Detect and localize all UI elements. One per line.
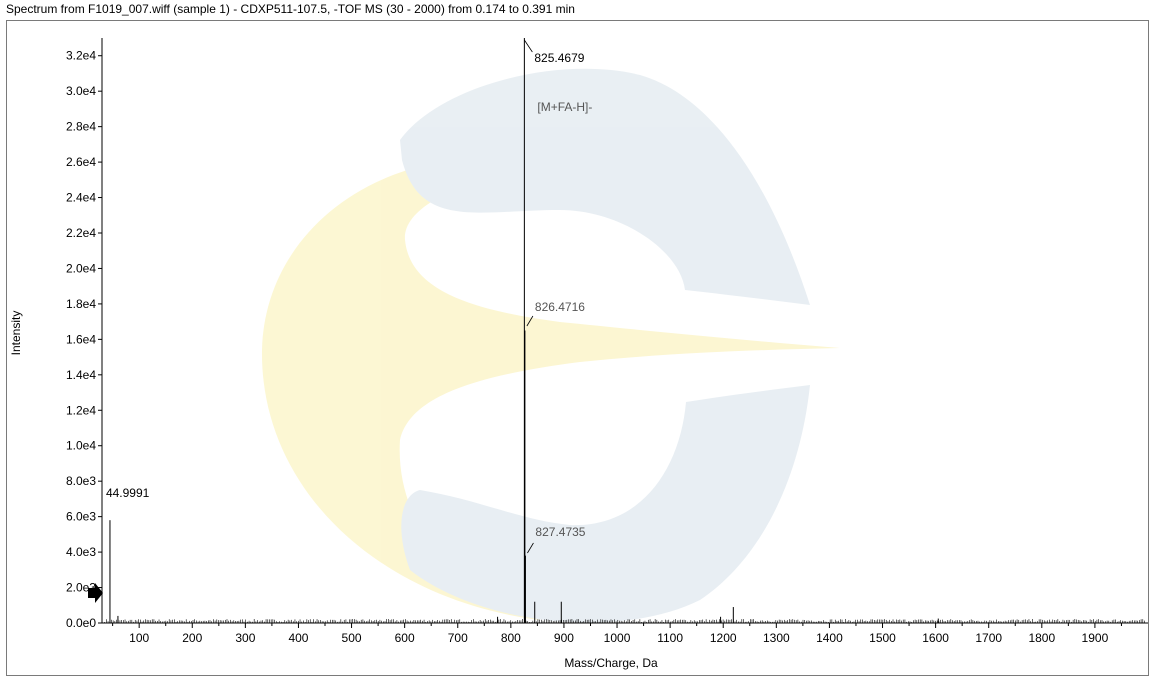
y-tick-label-3: 6.0e3: [66, 510, 96, 524]
x-tick-label-1: 200: [182, 631, 202, 645]
peak-annotations: 825.4679 [M+FA-H]- 826.4716 827.4735 44.9991: [106, 39, 592, 554]
y-axis-ticks: 0.0e02.0e34.0e36.0e38.0e31.0e41.2e41.4e4…: [66, 49, 102, 630]
annotation-leader-3: [527, 542, 534, 554]
peak-label-3: 827.4735: [535, 525, 585, 539]
watermark-logo: [261, 68, 841, 623]
y-tick-label-0: 0.0e0: [66, 616, 96, 630]
x-axis-title: Mass/Charge, Da: [564, 656, 658, 670]
y-tick-label-13: 2.6e4: [66, 155, 96, 169]
x-tick-label-2: 300: [235, 631, 255, 645]
plot-frame: [6, 20, 1149, 676]
x-tick-label-0: 100: [129, 631, 149, 645]
x-tick-label-7: 800: [501, 631, 521, 645]
y-tick-label-12: 2.4e4: [66, 191, 96, 205]
peak-series: [109, 38, 939, 623]
x-tick-label-4: 500: [342, 631, 362, 645]
x-tick-label-14: 1500: [869, 631, 896, 645]
y-tick-label-9: 1.8e4: [66, 297, 96, 311]
x-axis-ticks: 100 200 300 400 500 600 700 800 900 1000 1100 1200 1…: [112, 623, 1122, 645]
spectrum-title: Spectrum from F1019_007.wiff (sample 1) …: [6, 2, 575, 16]
x-tick-label-15: 1600: [922, 631, 949, 645]
y-tick-label-2: 4.0e3: [66, 545, 96, 559]
y-tick-label-14: 2.8e4: [66, 120, 96, 134]
peak-label-2: 826.4716: [535, 300, 585, 314]
x-tick-label-5: 600: [395, 631, 415, 645]
annotation-leader-2: [526, 315, 534, 327]
x-tick-label-6: 700: [448, 631, 468, 645]
y-tick-label-16: 3.2e4: [66, 49, 96, 63]
x-tick-label-9: 1000: [604, 631, 631, 645]
y-tick-label-11: 2.2e4: [66, 226, 96, 240]
x-tick-label-11: 1200: [710, 631, 737, 645]
x-tick-label-3: 400: [288, 631, 308, 645]
x-tick-label-12: 1300: [763, 631, 790, 645]
annotation-leader-0: [524, 39, 533, 53]
watermark-blue-lower-arc: [401, 385, 810, 623]
x-tick-label-10: 1100: [657, 631, 683, 645]
y-tick-label-15: 3.0e4: [66, 84, 96, 98]
y-axis-title: Intensity: [9, 311, 23, 356]
watermark-blue-upper-arc: [400, 68, 810, 306]
x-tick-label-16: 1700: [975, 631, 1002, 645]
baseline-noise: [104, 619, 1145, 623]
y-tick-label-10: 2.0e4: [66, 261, 96, 275]
x-tick-label-18: 1900: [1082, 631, 1109, 645]
y-tick-label-6: 1.2e4: [66, 403, 96, 417]
y-tick-label-8: 1.6e4: [66, 332, 96, 346]
x-tick-label-17: 1800: [1028, 631, 1055, 645]
peak-label-4: 44.9991: [106, 486, 150, 500]
peak-label-0: 825.4679: [534, 51, 584, 65]
y-tick-label-4: 8.0e3: [66, 474, 96, 488]
x-tick-label-13: 1400: [816, 631, 843, 645]
peak-label-1: [M+FA-H]-: [537, 100, 592, 114]
x-tick-label-8: 900: [554, 631, 574, 645]
y-tick-label-7: 1.4e4: [66, 368, 96, 382]
cursor-arrow-icon[interactable]: [88, 583, 103, 603]
y-tick-label-5: 1.0e4: [66, 439, 96, 453]
